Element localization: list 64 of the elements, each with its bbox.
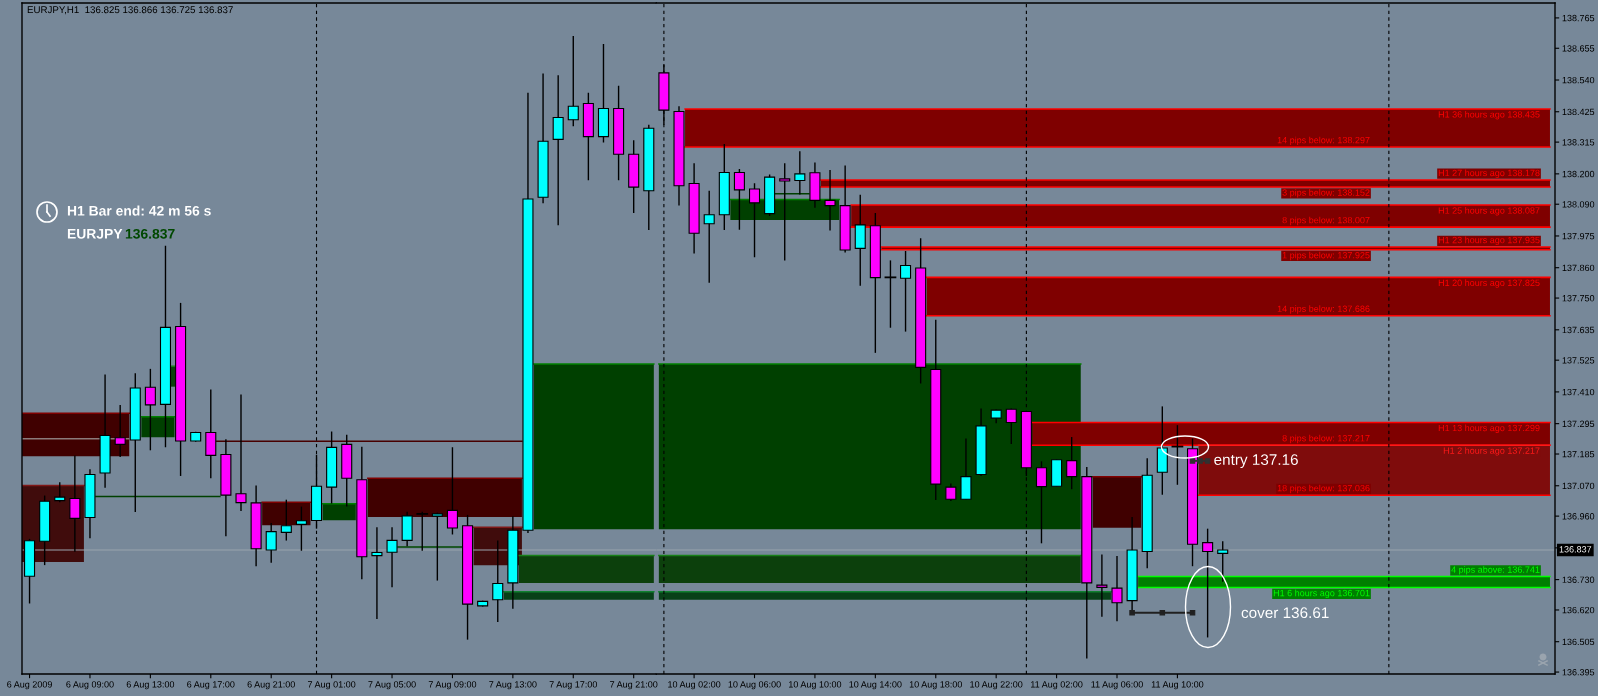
y-tick-label: 136.620 <box>1562 606 1595 614</box>
series-label: H1 20 hours ago 137.825 <box>1438 279 1540 288</box>
x-tick-label: 10 Aug 10:00 <box>789 681 842 690</box>
y-tick-label: 138.540 <box>1562 76 1595 84</box>
y-tick-label: 138.200 <box>1562 170 1595 178</box>
series-label: H1 25 hours ago 138.087 <box>1438 207 1540 216</box>
y-tick-label: 137.975 <box>1562 232 1595 240</box>
series-label: H1 2 hours ago 137.217 <box>1443 447 1540 456</box>
y-tick-label: 138.655 <box>1562 45 1595 52</box>
y-tick-label: 137.860 <box>1562 264 1595 272</box>
x-tick-label: 7 Aug 21:00 <box>610 681 658 690</box>
x-tick-label: 10 Aug 22:00 <box>970 681 1023 690</box>
series-label: 18 pips below: 137.036 <box>1277 484 1370 494</box>
series-label: H1 6 hours ago 136.701 <box>1273 589 1370 599</box>
annotation: cover 136.61 <box>1241 607 1329 619</box>
x-tick-label: 11 Aug 02:00 <box>1031 681 1083 690</box>
x-tick-label: 10 Aug 14:00 <box>849 681 902 690</box>
y-tick-label: 136.505 <box>1562 638 1595 646</box>
y-tick-label: 138.315 <box>1562 139 1595 146</box>
annotation: H1 Bar end: 42 m 56 s <box>67 205 211 216</box>
x-tick-label: 7 Aug 17:00 <box>549 681 598 690</box>
y-tick-label: 136.730 <box>1562 576 1595 583</box>
y-tick-label: 137.750 <box>1562 295 1595 302</box>
annotation: entry 137.16 <box>1214 454 1298 469</box>
y-tick-label: 138.090 <box>1562 201 1595 208</box>
x-tick-label: 6 Aug 09:00 <box>66 681 114 690</box>
y-tick-label: 138.765 <box>1562 14 1595 22</box>
x-tick-label: 6 Aug 13:00 <box>126 681 175 690</box>
x-tick-label: 7 Aug 13:00 <box>489 681 537 690</box>
y-tick-label: 138.425 <box>1562 108 1595 116</box>
series-label: 8 pips below: 138.007 <box>1282 216 1370 226</box>
x-tick-label: 10 Aug 02:00 <box>668 681 721 690</box>
x-tick-label: 11 Aug 10:00 <box>1151 681 1204 690</box>
ref-line-label: 136.837 <box>1559 546 1592 553</box>
series-label: H1 27 hours ago 138.178 <box>1438 169 1540 178</box>
x-tick-label: 11 Aug 06:00 <box>1091 681 1143 690</box>
y-tick-label: 137.070 <box>1562 482 1595 490</box>
y-tick-label: 136.395 <box>1562 669 1595 676</box>
x-tick-label: 10 Aug 18:00 <box>909 681 963 690</box>
y-tick-label: 137.295 <box>1562 420 1595 428</box>
x-tick-label: 6 Aug 17:00 <box>187 681 235 690</box>
x-tick-label: 6 Aug 2009 <box>7 681 52 690</box>
series-label: 1 pips below: 137.925 <box>1282 251 1370 261</box>
series-label: 14 pips below: 138.297 <box>1277 136 1370 146</box>
y-tick-label: 137.185 <box>1562 450 1595 458</box>
series-label: H1 13 hours ago 137.299 <box>1438 424 1540 433</box>
x-tick-label: 10 Aug 06:00 <box>728 681 781 690</box>
chart-title: EURJPY,H1 136.825 136.866 136.725 136.837 <box>27 6 233 15</box>
series-label: 14 pips below: 137.686 <box>1277 305 1370 314</box>
series-label: H1 36 hours ago 138.435 <box>1438 110 1540 120</box>
y-tick-label: 136.960 <box>1562 513 1595 520</box>
annotation: EURJPY <box>67 229 123 239</box>
annotation: 136.837 <box>125 228 175 239</box>
x-tick-label: 7 Aug 09:00 <box>428 681 477 690</box>
series-label: H1 23 hours ago 137.935 <box>1438 236 1540 245</box>
x-tick-label: 6 Aug 21:00 <box>247 681 295 690</box>
y-tick-label: 137.525 <box>1562 357 1595 364</box>
y-tick-label: 137.410 <box>1562 388 1595 396</box>
x-tick-label: 7 Aug 05:00 <box>368 681 416 690</box>
series-label: 8 pips below: 137.217 <box>1282 434 1370 444</box>
y-tick-label: 137.635 <box>1562 326 1595 334</box>
x-tick-label: 7 Aug 01:00 <box>307 681 356 690</box>
series-label: 3 pips below: 138.152 <box>1282 189 1370 198</box>
series-label: 4 pips above: 136.741 <box>1451 566 1540 575</box>
